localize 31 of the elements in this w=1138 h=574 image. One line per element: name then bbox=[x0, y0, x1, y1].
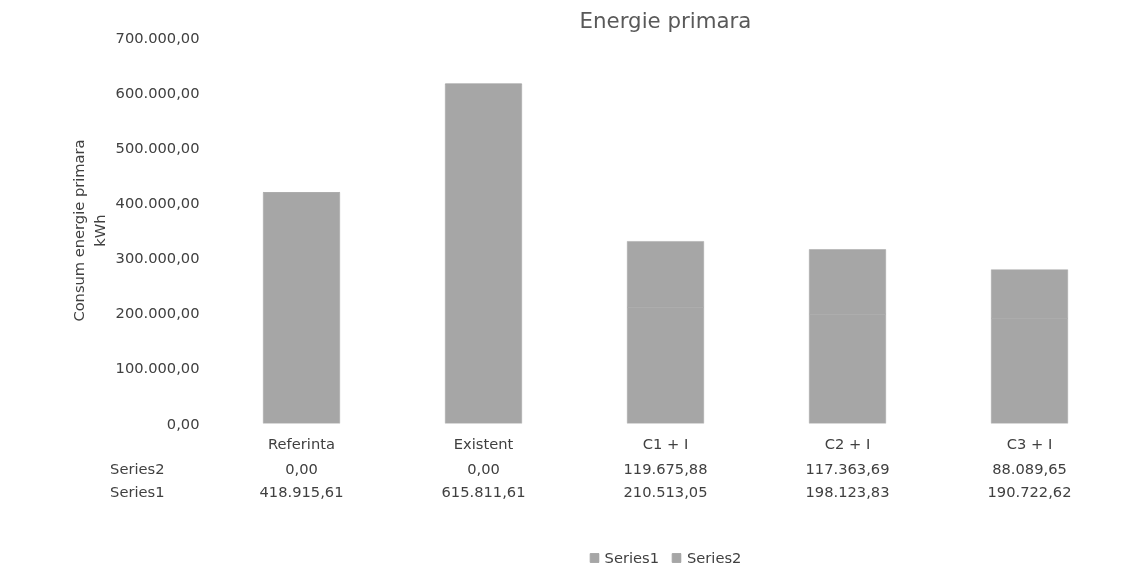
data-label: 117.363,69 bbox=[805, 459, 890, 477]
x-tick-label: C3 + I bbox=[1006, 434, 1053, 452]
x-tick-label: C2 + I bbox=[824, 434, 871, 452]
x-tick-label: Referinta bbox=[268, 434, 335, 452]
data-label: 0,00 bbox=[467, 459, 500, 477]
y-tick-label: 0,00 bbox=[166, 414, 200, 432]
chart-title: Energie primara bbox=[579, 7, 752, 33]
y-axis-title: Consum energie primara kWh bbox=[70, 139, 108, 322]
y-tick-label: 600.000,00 bbox=[115, 83, 200, 101]
x-tick-label: C1 + I bbox=[642, 434, 689, 452]
data-label: 615.811,61 bbox=[441, 482, 526, 500]
bar bbox=[263, 192, 340, 424]
y-tick-label: 400.000,00 bbox=[115, 193, 200, 211]
x-tick-label: Existent bbox=[453, 434, 514, 452]
y-tick-label: 500.000,00 bbox=[115, 138, 200, 156]
data-label: 210.513,05 bbox=[623, 482, 708, 500]
y-tick-label: 300.000,00 bbox=[115, 249, 200, 267]
y-tick-label: 200.000,00 bbox=[115, 304, 200, 322]
text: Series2 bbox=[110, 460, 165, 477]
y-tick-label: 700.000,00 bbox=[115, 28, 200, 46]
data-label: 0,00 bbox=[285, 459, 318, 477]
data-label: 88.089,65 bbox=[992, 459, 1067, 477]
data-label: 119.675,88 bbox=[623, 459, 708, 477]
legend-label: Series1 bbox=[604, 549, 659, 566]
y-tick-label: 100.000,00 bbox=[115, 359, 200, 377]
data-label: 190.722,62 bbox=[987, 482, 1072, 500]
text: Series1 bbox=[110, 483, 165, 500]
legend-label: Series2 bbox=[687, 549, 742, 566]
bar bbox=[445, 83, 522, 424]
data-label: 418.915,61 bbox=[259, 482, 344, 500]
data-label: 198.123,83 bbox=[805, 482, 890, 500]
